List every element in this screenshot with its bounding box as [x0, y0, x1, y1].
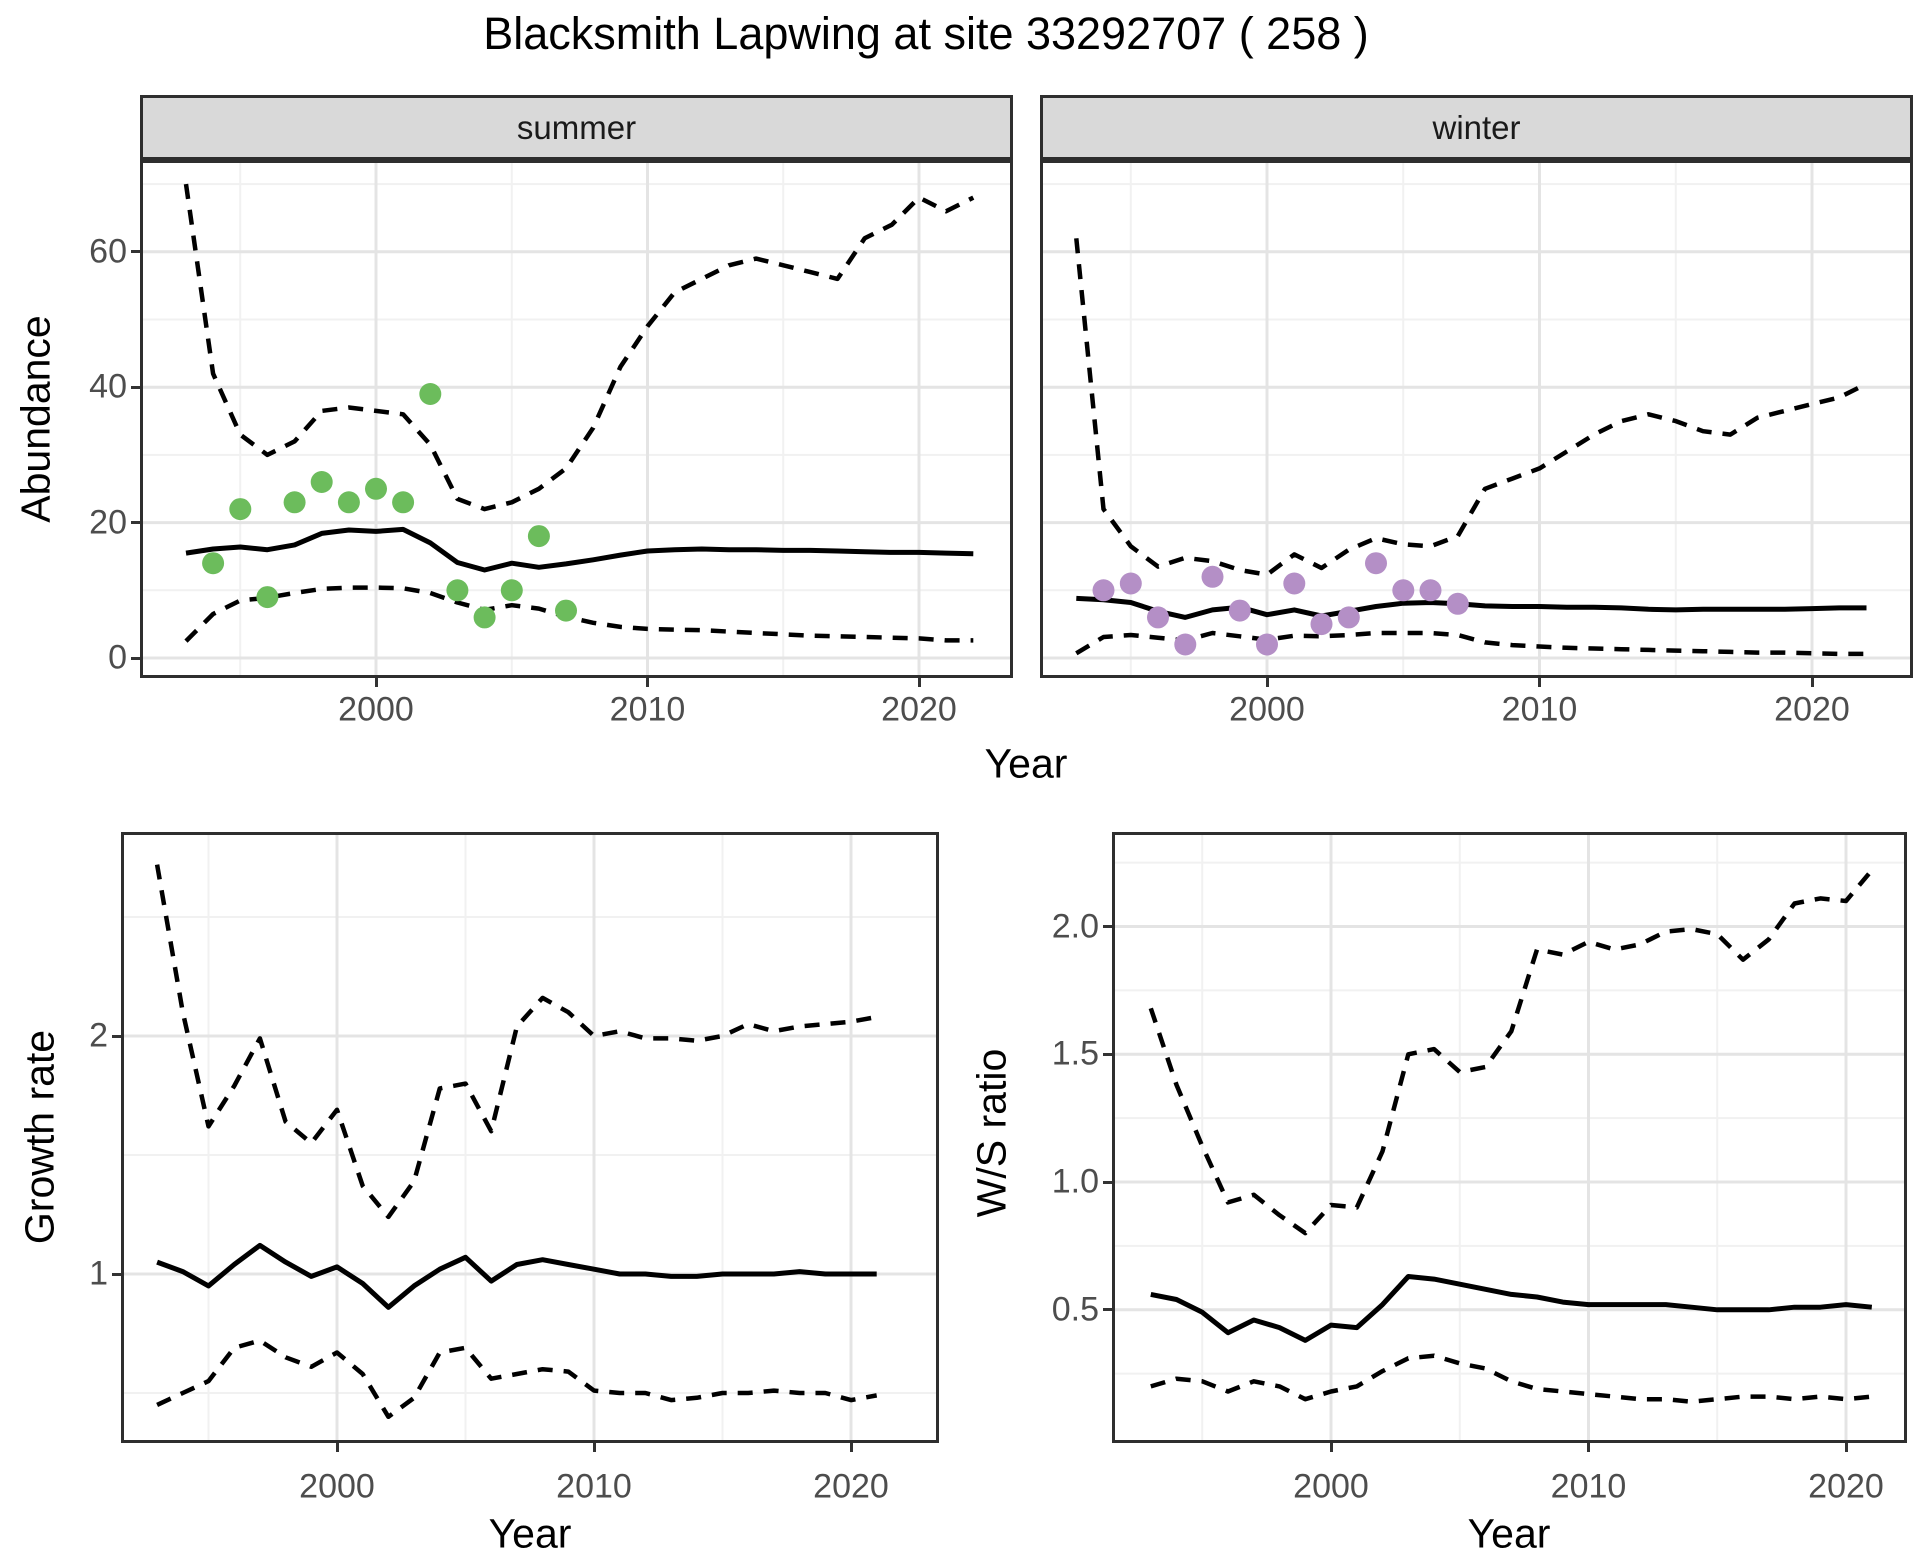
observed-counts-summer-point [500, 579, 523, 602]
observed-counts-winter-point [1283, 572, 1306, 595]
ws-ratio-x-tick-label: 2020 [1808, 1467, 1884, 1506]
abundance-winter-x-tick-label: 2020 [1774, 690, 1850, 729]
ws-ratio-y-tick [1103, 925, 1112, 928]
panel-growth-rate [121, 832, 939, 1443]
growth-rate-x-tick [849, 1443, 853, 1452]
abundance-summer-x-tick [646, 678, 649, 687]
ws-ratio-y-tick-label: 2.0 [1051, 907, 1099, 945]
growth-rate-plot [124, 835, 936, 1440]
abundance-winter-x-tick [1538, 678, 1541, 687]
observed-counts-winter-point [1446, 592, 1469, 615]
top-year-axis-title: Year [984, 740, 1068, 787]
abundance-summer-y-tick-label: 40 [89, 367, 127, 406]
growth-rate-x-tick [335, 1443, 339, 1452]
observed-counts-summer-point [310, 471, 333, 493]
abundance-summer-x-tick-label: 2000 [338, 690, 414, 729]
abundance-summer-plot [143, 163, 1010, 675]
observed-counts-winter-point [1337, 606, 1360, 629]
growth-rate-axis-title: Growth rate [16, 1029, 63, 1245]
abundance-winter-x-tick-label: 2000 [1229, 690, 1305, 729]
ws-ratio-y-tick [1103, 1180, 1112, 1184]
observed-counts-winter-point [1392, 579, 1415, 602]
observed-counts-summer-point [419, 383, 442, 405]
ws-ratio-x-tick [1329, 1443, 1333, 1452]
ws-ratio-y-tick-label: 0.5 [1051, 1290, 1099, 1329]
observed-counts-summer-point [256, 586, 279, 609]
abundance-summer-x-tick-label: 2020 [881, 690, 957, 729]
observed-counts-summer-point [527, 525, 550, 548]
abundance-summer-y-tick [131, 656, 140, 660]
ws-ratio-x-tick-label: 2000 [1293, 1467, 1369, 1506]
abundance-summer-y-tick [131, 521, 140, 525]
facet-strip-winter: winter [1040, 95, 1913, 160]
growth-rate-y-tick [112, 1034, 121, 1038]
ws-ratio-x-tick [1587, 1443, 1590, 1452]
observed-counts-winter-point [1228, 599, 1251, 622]
plot-title: Blacksmith Lapwing at site 33292707 ( 25… [483, 8, 1369, 59]
ws-ratio-x-tick [1844, 1443, 1848, 1452]
abundance-winter-plot [1043, 163, 1910, 675]
observed-counts-summer-point [283, 491, 306, 514]
ws-ratio-x-tick-label: 2010 [1550, 1467, 1627, 1506]
abundance-summer-y-tick-label: 20 [89, 503, 127, 542]
growth-rate-x-tick-label: 2020 [813, 1467, 889, 1506]
observed-counts-winter-point [1365, 552, 1387, 575]
observed-counts-winter-point [1119, 572, 1142, 595]
abundance-winter-x-tick [1265, 678, 1269, 687]
growth-rate-x-tick-label: 2010 [556, 1467, 632, 1506]
observed-counts-summer-point [473, 606, 496, 629]
observed-counts-winter-point [1201, 565, 1224, 588]
abundance-winter-x-tick [1810, 678, 1814, 687]
facet-strip-winter-label: winter [1432, 108, 1521, 146]
observed-counts-summer-point [392, 491, 415, 514]
observed-counts-summer-point [555, 599, 577, 622]
panel-abundance-summer [140, 160, 1013, 678]
abundance-summer-y-tick [131, 250, 140, 254]
panel-ws-ratio [1112, 832, 1907, 1443]
observed-counts-winter-point [1256, 633, 1278, 656]
abundance-summer-x-tick [374, 678, 378, 687]
ws-ratio-y-tick-label: 1.5 [1051, 1034, 1099, 1073]
observed-counts-winter-point [1310, 613, 1333, 636]
observed-counts-winter-point [1147, 606, 1169, 629]
abundance-axis-title: Abundance [12, 315, 59, 523]
observed-counts-winter-point [1174, 633, 1197, 656]
ws-ratio-y-tick-label: 1.0 [1051, 1162, 1099, 1201]
abundance-summer-x-tick-label: 2010 [609, 690, 686, 729]
abundance-winter-x-tick-label: 2010 [1501, 690, 1578, 729]
abundance-summer-x-tick [917, 678, 921, 687]
facet-strip-summer-label: summer [516, 108, 637, 146]
observed-counts-winter-point [1419, 579, 1442, 602]
observed-counts-winter-point [1092, 579, 1115, 602]
ws-ratio-y-tick [1103, 1308, 1112, 1312]
ws-ratio-axis-title: W/S ratio [968, 1048, 1015, 1218]
abundance-summer-y-tick-label: 60 [89, 232, 127, 271]
abundance-summer-y-tick-label: 0 [108, 638, 127, 677]
observed-counts-summer-point [229, 498, 252, 521]
observed-counts-summer-point [337, 491, 360, 514]
observed-counts-summer-point [202, 552, 225, 575]
observed-counts-summer-point [365, 477, 387, 500]
facet-strip-summer: summer [140, 95, 1013, 160]
growth-rate-y-tick-label: 1 [89, 1254, 108, 1293]
ws-ratio-y-tick [1103, 1052, 1112, 1056]
ws-ratio-plot [1115, 835, 1904, 1440]
growth-rate-y-tick-label: 2 [89, 1016, 108, 1055]
ws-year-axis-title: Year [1467, 1510, 1551, 1557]
growth-rate-x-tick-label: 2000 [299, 1467, 375, 1506]
observed-counts-summer-point [446, 579, 469, 602]
growth-rate-x-tick [592, 1443, 596, 1452]
panel-abundance-winter [1040, 160, 1913, 678]
growth-rate-y-tick [112, 1272, 121, 1276]
abundance-summer-y-tick [131, 385, 140, 389]
growth-year-axis-title: Year [488, 1510, 572, 1557]
